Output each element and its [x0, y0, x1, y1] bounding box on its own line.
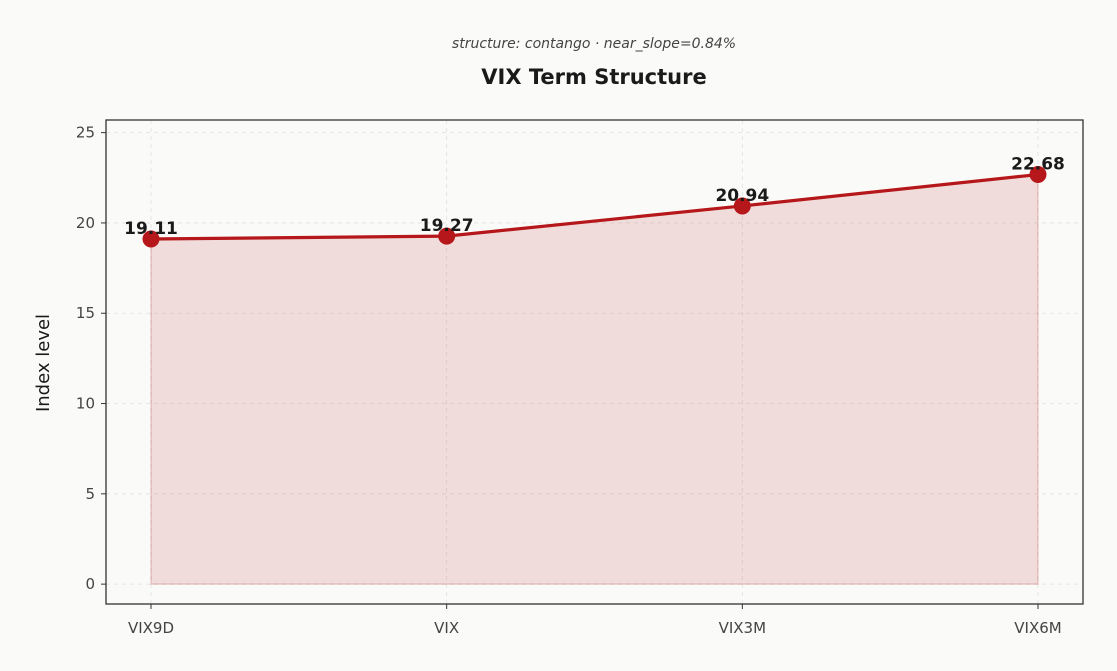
data-point-vix9d [142, 230, 160, 248]
chart-subtitle: structure: contango · near_slope=0.84% [452, 36, 736, 52]
data-label-vix: 19.27 [420, 216, 474, 236]
y-tick-label-1: 5 [85, 485, 95, 503]
data-point-vix3m [733, 197, 751, 215]
data-label-vix9d: 19.11 [124, 219, 178, 239]
data-label-vix6m: 22.68 [1011, 155, 1065, 175]
data-label-vix3m: 20.94 [715, 186, 769, 206]
series-line-group [150, 172, 1039, 241]
y-tick-label-3: 15 [76, 304, 95, 322]
series-line [150, 172, 1039, 241]
y-axis-label: Index level [33, 314, 54, 412]
data-labels: 19.11 19.27 20.94 22.68 [124, 155, 1065, 239]
data-point-vix [438, 227, 456, 245]
plot-frame [105, 119, 1084, 605]
x-tick-label-1: VIX [434, 619, 459, 637]
y-tick-label-2: 10 [76, 395, 95, 413]
y-axis-ticks: 0 5 10 15 20 25 [76, 124, 106, 593]
x-axis-ticks: VIX9D VIX VIX3M VIX6M [128, 604, 1062, 637]
y-tick-label-0: 0 [85, 575, 95, 593]
x-tick-label-3: VIX6M [1014, 619, 1061, 637]
y-tick-label-5: 25 [76, 124, 95, 142]
data-points [142, 166, 1047, 248]
x-tick-label-2: VIX3M [719, 619, 766, 637]
x-tick-label-0: VIX9D [128, 619, 174, 637]
chart-title: VIX Term Structure [481, 65, 706, 89]
grid [106, 120, 1083, 604]
area-fill-group [150, 173, 1039, 585]
area-fill [150, 173, 1039, 585]
y-tick-label-4: 20 [76, 214, 95, 232]
data-point-vix6m [1029, 166, 1047, 184]
